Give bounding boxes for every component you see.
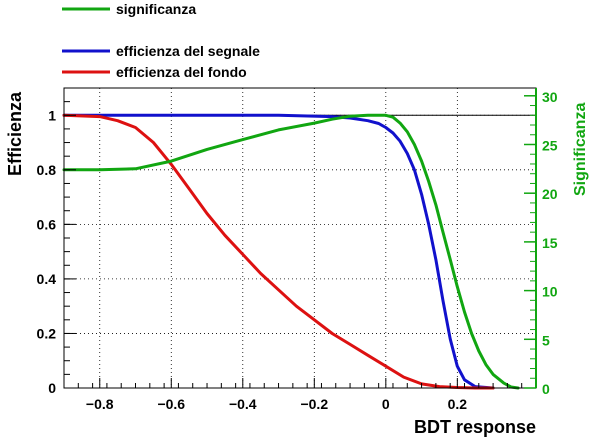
x-tick-label: −0.8 <box>86 396 114 412</box>
x-tick-label: 0.2 <box>448 396 468 412</box>
y-tick-label: 0.8 <box>37 162 57 178</box>
y2-tick-label: 15 <box>542 235 558 251</box>
y2-tick-label: 20 <box>542 186 558 202</box>
x-tick-label: −0.4 <box>229 396 257 412</box>
series-line-significanza <box>62 113 520 390</box>
x-tick-label: −0.2 <box>300 396 328 412</box>
y2-tick-label: 25 <box>542 137 558 153</box>
y-tick-label: 0.4 <box>37 271 57 287</box>
x-axis-label: BDT response <box>414 417 536 437</box>
legend-label-fondo: efficienza del fondo <box>116 64 247 80</box>
legend: significanza efficienza del segnale effi… <box>62 1 260 80</box>
y-tick-label: 1 <box>48 107 56 123</box>
y2-tick-label: 30 <box>542 89 558 105</box>
y-axis-label: Efficienza <box>5 91 25 176</box>
y-axis-left: 0 0.2 0.4 0.6 0.8 1 <box>37 87 76 396</box>
y2-tick-label: 0 <box>542 381 550 397</box>
y2-axis-label: Significanza <box>572 103 589 196</box>
y-tick-label: 0 <box>48 380 56 396</box>
y-axis-right: 0 5 10 15 20 25 30 <box>524 88 558 397</box>
series-group <box>62 113 520 390</box>
legend-label-segnale: efficienza del segnale <box>116 43 260 59</box>
x-tick-label: −0.6 <box>157 396 185 412</box>
series-line-fondo <box>62 113 495 390</box>
y-tick-label: 0.6 <box>37 216 57 232</box>
y2-tick-label: 5 <box>542 332 550 348</box>
legend-label-significanza: significanza <box>116 1 196 17</box>
x-axis: −0.8 −0.6 −0.4 −0.2 0 0.2 <box>63 378 537 412</box>
y2-tick-label: 10 <box>542 284 558 300</box>
x-tick-label: 0 <box>382 396 390 412</box>
y-tick-label: 0.2 <box>37 325 57 341</box>
